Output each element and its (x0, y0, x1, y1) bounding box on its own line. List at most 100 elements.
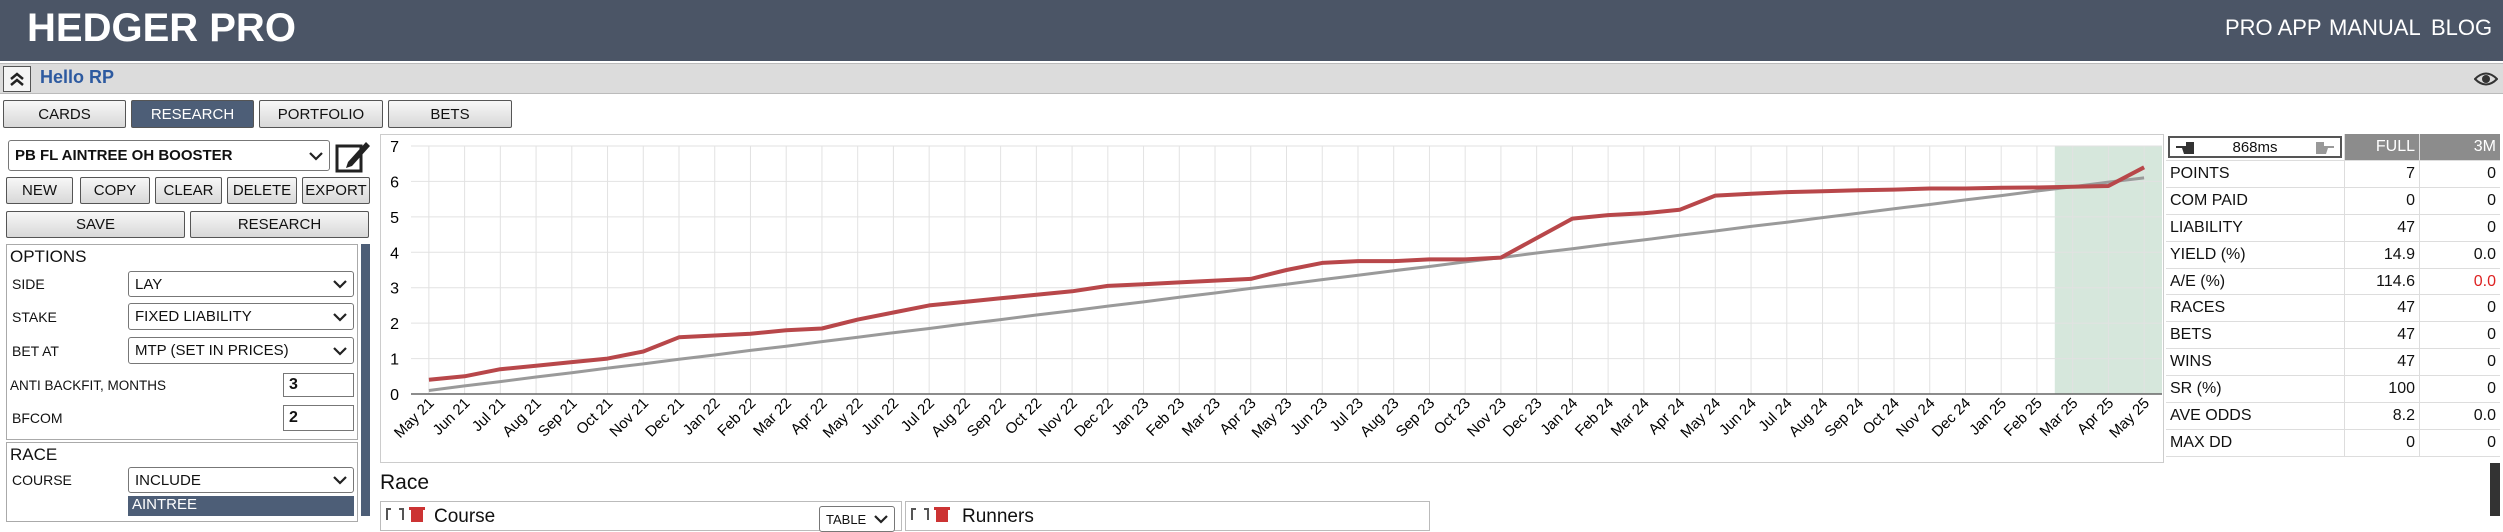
x-tick-label: May 22 (820, 395, 867, 442)
series-line (428, 165, 2146, 382)
tab[interactable]: CARDS (3, 100, 126, 128)
nav-link[interactable]: PRO APP (2225, 15, 2322, 40)
panel-icons[interactable] (910, 506, 954, 522)
stat-3m: 0 (2487, 326, 2496, 344)
stats-row: AVE ODDS 8.2 0.0 (2166, 403, 2500, 430)
stats-row: WINS 47 0 (2166, 349, 2500, 377)
edit-icon[interactable] (334, 138, 372, 174)
stats-row: SR (%) 100 0 (2166, 376, 2500, 404)
button[interactable]: COPY (80, 177, 150, 204)
tab[interactable]: BETS (388, 100, 512, 128)
prev-icon[interactable] (2174, 140, 2196, 156)
stat-full: 100 (2345, 376, 2420, 403)
scrollbar[interactable] (2490, 463, 2500, 516)
option-input[interactable]: 2 (283, 405, 354, 431)
x-tick-label: Jan 25 (1966, 395, 2010, 439)
x-tick-label: Sep 24 (1821, 395, 1867, 441)
x-tick-label: Mar 24 (1608, 395, 1653, 440)
button[interactable]: SAVE (6, 211, 185, 238)
stat-label: AVE ODDS (2166, 403, 2345, 429)
x-tick-label: Feb 25 (2001, 395, 2046, 440)
stat-3m: 0.0 (2473, 272, 2496, 290)
stat-full: 7 (2345, 161, 2420, 187)
greeting: Hello RP (40, 67, 115, 87)
y-tick-label: 3 (390, 281, 399, 298)
option-label: SIDE (12, 276, 45, 292)
panel-title: Course (434, 506, 496, 527)
button[interactable]: EXPORT (302, 177, 370, 204)
stat-3m: 0.0 (2473, 406, 2496, 424)
option-label: ANTI BACKFIT, MONTHS (10, 377, 167, 393)
view-select[interactable]: TABLE (819, 506, 895, 532)
x-tick-label: Mar 25 (2036, 395, 2081, 440)
tab[interactable]: RESEARCH (131, 100, 254, 128)
x-tick-label: Sep 22 (964, 395, 1010, 441)
strategy-name: PB FL AINTREE OH BOOSTER (15, 147, 233, 164)
list-item[interactable]: AINTREE (128, 496, 354, 516)
stats-row: A/E (%) 114.6 0.0 (2166, 268, 2500, 296)
option-select[interactable]: MTP (SET IN PRICES) (128, 337, 354, 364)
x-tick-label: Jan 23 (1109, 395, 1153, 439)
x-tick-label: Jan 22 (680, 395, 724, 439)
nav-link[interactable]: BLOG (2431, 15, 2493, 40)
button[interactable]: CLEAR (155, 177, 222, 204)
y-tick-label: 5 (390, 210, 399, 227)
x-tick-label: Sep 23 (1393, 395, 1439, 441)
x-tick-label: Dec 23 (1500, 395, 1546, 441)
x-tick-label: Jun 22 (858, 395, 902, 439)
panel-title: Runners (962, 506, 1034, 527)
nav-link[interactable]: MANUAL (2329, 15, 2421, 40)
section-title: RACE (10, 445, 58, 464)
stat-3m: 0 (2487, 433, 2496, 451)
x-tick-label: Aug 23 (1357, 395, 1403, 441)
runners-panel: Runners (905, 501, 1430, 531)
stat-3m: 0 (2487, 191, 2496, 209)
stat-full: 47 (2345, 349, 2420, 376)
option-label: COURSE (12, 472, 72, 488)
stat-label: RACES (2166, 295, 2345, 322)
x-tick-label: May 23 (1249, 395, 1296, 442)
stat-3m: 0 (2487, 380, 2496, 398)
x-tick-label: Nov 24 (1893, 395, 1939, 441)
stat-full: 0 (2345, 429, 2420, 456)
section-title: OPTIONS (10, 247, 87, 266)
x-tick-label: Sep 21 (535, 395, 581, 441)
section-heading: Race (380, 471, 430, 494)
stat-label: SR (%) (2166, 376, 2345, 403)
stat-label: COM PAID (2166, 187, 2345, 214)
strategy-select[interactable]: PB FL AINTREE OH BOOSTER (8, 140, 330, 171)
top-bar: HEDGER PRO PRO APP MANUAL BLOG (0, 0, 2503, 61)
tab[interactable]: PORTFOLIO (259, 100, 383, 128)
option-select[interactable]: FIXED LIABILITY (128, 303, 354, 330)
stats-header: 868ms FULL 3M (2166, 134, 2500, 161)
stat-label: LIABILITY (2166, 214, 2345, 241)
chevron (333, 280, 347, 289)
timing: 868ms (2232, 138, 2278, 156)
option-select[interactable]: LAY (128, 271, 354, 297)
greeting-bar: Hello RP (0, 63, 2503, 94)
stats-row: RACES 47 0 (2166, 295, 2500, 323)
button[interactable]: NEW (6, 177, 73, 204)
stat-label: BETS (2166, 322, 2345, 349)
x-tick-label: Dec 22 (1071, 395, 1117, 441)
option-input[interactable]: 3 (283, 373, 354, 397)
collapse-button[interactable] (3, 66, 31, 92)
option-label: BFCOM (12, 410, 63, 426)
option-select[interactable]: INCLUDE (128, 467, 354, 493)
visibility-icon[interactable] (2474, 70, 2498, 88)
column-header: 3M (2420, 134, 2500, 160)
y-tick-label: 1 (390, 352, 399, 369)
stat-3m: 0 (2487, 353, 2496, 371)
x-tick-label: Aug 21 (499, 395, 545, 441)
x-tick-label: Nov 22 (1035, 395, 1081, 441)
button[interactable]: DELETE (227, 177, 297, 204)
button[interactable]: RESEARCH (190, 211, 369, 238)
stats-row: YIELD (%) 14.9 0.0 (2166, 241, 2500, 269)
chevron (333, 346, 347, 356)
option-value: INCLUDE (135, 471, 201, 489)
panel-icons[interactable] (385, 506, 429, 522)
next-icon[interactable] (2314, 140, 2336, 156)
scrollbar[interactable] (361, 244, 370, 516)
option-label: STAKE (12, 308, 57, 325)
